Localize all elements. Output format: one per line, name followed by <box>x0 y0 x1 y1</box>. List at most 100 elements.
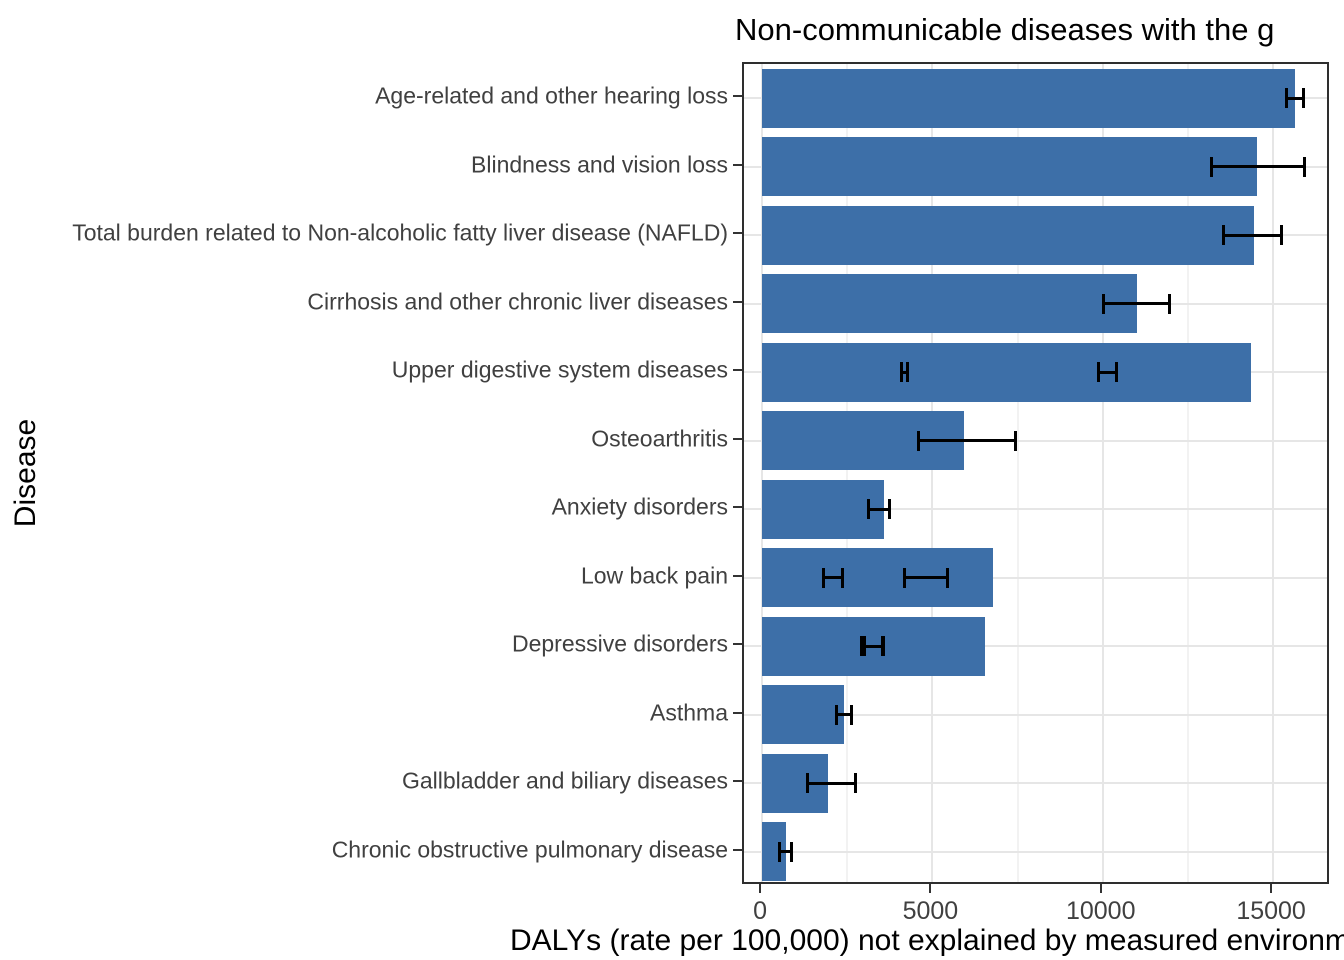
y-axis-tick <box>733 848 742 851</box>
error-bar <box>868 507 890 511</box>
error-bar-cap <box>863 636 867 657</box>
error-bar <box>836 713 852 717</box>
error-bar-cap <box>906 362 910 383</box>
bar <box>762 342 1251 402</box>
y-axis-tick <box>733 574 742 577</box>
x-tick-label: 0 <box>753 897 767 925</box>
bar <box>762 548 993 608</box>
error-bar-cap <box>866 499 870 520</box>
error-bar <box>807 781 856 785</box>
error-bar-cap <box>881 636 885 657</box>
gridline-category <box>744 850 1327 853</box>
chart-title: Non-communicable diseases with the g <box>735 12 1275 47</box>
gridline-minor <box>846 64 849 882</box>
error-bar-cap <box>778 841 782 862</box>
error-bar-cap <box>1221 225 1225 246</box>
gridline-category <box>744 439 1327 442</box>
x-tick-label: 10000 <box>1065 897 1136 925</box>
gridline-category <box>744 713 1327 716</box>
bar <box>762 205 1255 265</box>
gridline-minor <box>1186 64 1189 882</box>
y-axis-tick <box>733 711 742 714</box>
error-bar-cap <box>805 773 809 794</box>
gridline-category <box>744 782 1327 785</box>
category-label: Osteoarthritis <box>591 425 728 452</box>
error-bar <box>864 644 884 648</box>
category-label: Asthma <box>650 699 728 726</box>
error-bar-cap <box>1280 225 1284 246</box>
gridline-major <box>931 64 934 882</box>
category-label: Blindness and vision loss <box>471 151 728 178</box>
y-axis-tick <box>733 437 742 440</box>
error-bar-cap <box>1167 293 1171 314</box>
error-bar-cap <box>946 567 950 588</box>
error-bar-cap <box>859 636 863 657</box>
gridline-major <box>1272 64 1275 882</box>
gridline-major <box>761 64 764 882</box>
gridline-category <box>744 576 1327 579</box>
y-axis-tick <box>733 506 742 509</box>
error-bar-cap <box>899 362 903 383</box>
error-bar <box>823 576 843 580</box>
x-tick-label: 15000 <box>1236 897 1306 925</box>
error-bar <box>904 576 948 580</box>
category-label: Gallbladder and biliary diseases <box>401 767 728 794</box>
plot-panel <box>742 62 1329 884</box>
error-bar <box>1098 370 1117 374</box>
category-label: Total burden related to Non-alcoholic fa… <box>72 219 728 246</box>
y-axis-tick <box>733 780 742 783</box>
error-bar-cap <box>916 430 920 451</box>
y-axis-tick <box>733 163 742 166</box>
error-bar-cap <box>1115 362 1119 383</box>
error-bar-cap <box>840 567 844 588</box>
category-label: Upper digestive system diseases <box>391 356 728 383</box>
error-bar-cap <box>1013 430 1017 451</box>
error-bar-cap <box>1097 362 1101 383</box>
category-label: Depressive disorders <box>511 630 728 657</box>
x-axis-title: DALYs (rate per 100,000) not explained b… <box>510 924 1344 957</box>
error-bar-cap <box>1302 156 1306 177</box>
bar <box>762 479 884 539</box>
bar <box>762 685 845 745</box>
gridline-major <box>1101 64 1104 882</box>
error-bar-cap <box>789 841 793 862</box>
category-label: Age-related and other hearing loss <box>375 82 728 109</box>
y-axis-tick <box>733 369 742 372</box>
bar <box>762 137 1257 197</box>
bar <box>762 68 1295 128</box>
error-bar-cap <box>1101 293 1105 314</box>
error-bar <box>901 370 908 374</box>
x-tick-label: 5000 <box>902 897 959 925</box>
error-bar <box>1103 302 1170 306</box>
bar <box>762 822 786 882</box>
y-axis-tick <box>733 232 742 235</box>
x-axis-tick <box>1099 884 1102 893</box>
gridline-category <box>744 508 1327 511</box>
x-axis-tick <box>759 884 762 893</box>
error-bar-cap <box>821 567 825 588</box>
x-axis-tick <box>1270 884 1273 893</box>
category-label: Low back pain <box>580 562 728 589</box>
bar <box>762 274 1137 334</box>
error-bar <box>918 439 1016 443</box>
error-bar-cap <box>834 704 838 725</box>
error-bar-cap <box>1285 88 1289 109</box>
gridline-category <box>744 645 1327 648</box>
x-axis-tick <box>929 884 932 893</box>
error-bar-cap <box>853 773 857 794</box>
error-bar-cap <box>902 567 906 588</box>
y-axis-tick <box>733 300 742 303</box>
category-label: Chronic obstructive pulmonary disease <box>331 836 728 863</box>
error-bar <box>1286 96 1304 100</box>
category-label: Cirrhosis and other chronic liver diseas… <box>307 288 728 315</box>
error-bar-cap <box>1209 156 1213 177</box>
gridline-minor <box>1016 64 1019 882</box>
error-bar-cap <box>1301 88 1305 109</box>
error-bar <box>1223 233 1282 237</box>
category-label: Anxiety disorders <box>551 493 728 520</box>
error-bar <box>1211 165 1305 169</box>
y-axis-tick <box>733 95 742 98</box>
error-bar <box>779 850 792 854</box>
error-bar-cap <box>888 499 892 520</box>
